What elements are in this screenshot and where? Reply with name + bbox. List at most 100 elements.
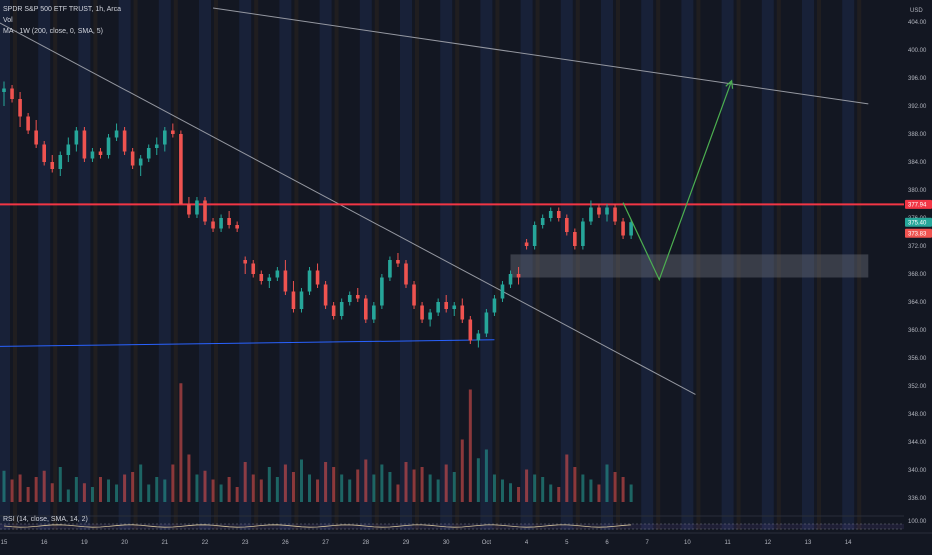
session-band bbox=[78, 0, 91, 530]
support-line bbox=[0, 339, 495, 347]
x-tick-label: 19 bbox=[81, 540, 88, 546]
volume-bar bbox=[436, 479, 440, 502]
volume-bar bbox=[509, 483, 513, 502]
candle-body bbox=[597, 207, 601, 215]
session-band bbox=[53, 0, 58, 530]
price-axis-bg bbox=[904, 0, 932, 550]
support-zone-box bbox=[510, 254, 869, 278]
volume-bar bbox=[372, 474, 376, 502]
candle-body bbox=[412, 284, 416, 306]
volume-bar bbox=[621, 477, 625, 502]
session-band bbox=[118, 0, 131, 530]
candle-body bbox=[476, 333, 481, 341]
x-tick-label: 29 bbox=[403, 540, 410, 546]
candle-body bbox=[130, 151, 135, 166]
volume-bar bbox=[74, 477, 78, 502]
volume-bar bbox=[235, 487, 239, 502]
candle-body bbox=[621, 221, 625, 236]
candle-body bbox=[154, 144, 159, 148]
rsi-legend: RSI (14, close, SMA, 14, 2) bbox=[3, 516, 88, 523]
candle-body bbox=[211, 221, 215, 229]
volume-bar bbox=[98, 477, 102, 502]
session-band bbox=[319, 0, 332, 530]
x-tick-label: 30 bbox=[443, 540, 450, 546]
y-tick-label: 400.00 bbox=[908, 48, 927, 54]
volume-bar bbox=[396, 484, 400, 502]
y-tick-label: 336.00 bbox=[908, 496, 927, 502]
volume-bar bbox=[131, 472, 135, 502]
candle-body bbox=[436, 302, 440, 313]
volume-bar bbox=[107, 479, 111, 502]
x-tick-label: 13 bbox=[805, 540, 812, 546]
candle-body bbox=[66, 144, 71, 155]
candle-body bbox=[90, 151, 95, 159]
candle-body bbox=[219, 218, 223, 229]
price-label: 373.83 bbox=[908, 231, 927, 237]
session-band bbox=[254, 0, 259, 530]
volume-bar bbox=[90, 487, 94, 502]
x-tick-label: 23 bbox=[242, 540, 249, 546]
candle-body bbox=[581, 221, 585, 246]
candle-body bbox=[283, 270, 288, 292]
volume-bar bbox=[557, 487, 561, 502]
candle-body bbox=[58, 155, 63, 169]
candle-body bbox=[565, 218, 569, 232]
session-band bbox=[13, 0, 17, 530]
volume-bar bbox=[58, 467, 62, 502]
volume-bar bbox=[476, 458, 480, 502]
volume-bar bbox=[492, 474, 496, 502]
x-tick-label: 16 bbox=[41, 540, 48, 546]
candle-body bbox=[468, 319, 473, 341]
x-tick-label: 12 bbox=[764, 540, 771, 546]
volume-bar bbox=[380, 464, 384, 502]
session-band bbox=[560, 0, 573, 530]
x-tick-label: 27 bbox=[322, 540, 329, 546]
candle-body bbox=[275, 270, 280, 278]
trendlines bbox=[0, 7, 904, 395]
volume-bar bbox=[267, 467, 271, 502]
y-tick-label: 396.00 bbox=[908, 76, 927, 82]
volume-bar bbox=[428, 474, 432, 502]
candle-body bbox=[42, 144, 46, 162]
candle-body bbox=[2, 88, 6, 92]
candle-body bbox=[10, 88, 14, 99]
volume-bar bbox=[18, 474, 22, 502]
volume-bar bbox=[179, 383, 183, 502]
candle-body bbox=[444, 302, 448, 309]
candle-body bbox=[82, 130, 87, 159]
candle-body bbox=[26, 116, 30, 131]
upper-trendline bbox=[212, 7, 869, 105]
x-tick-label: 28 bbox=[362, 540, 369, 546]
volume-bar bbox=[163, 479, 167, 502]
session-band bbox=[656, 0, 661, 530]
candle-body bbox=[404, 263, 408, 285]
volume-bar bbox=[195, 474, 199, 502]
price-label: 377.94 bbox=[908, 203, 927, 209]
y-tick-label: 380.00 bbox=[908, 188, 927, 194]
volume-bar bbox=[299, 459, 303, 502]
volume-bar bbox=[597, 484, 601, 502]
projection-path bbox=[622, 79, 734, 282]
candle-body bbox=[331, 305, 336, 316]
candle-body bbox=[203, 200, 207, 222]
volume-bar bbox=[444, 464, 448, 502]
volume-bar bbox=[356, 469, 360, 502]
candle-body bbox=[605, 207, 609, 215]
candle-body bbox=[428, 312, 432, 320]
y-tick-label: 372.00 bbox=[908, 244, 927, 250]
volume-legend: Vol bbox=[3, 17, 13, 24]
volume-bar bbox=[533, 474, 537, 502]
candle-body bbox=[508, 274, 513, 285]
candle-body bbox=[355, 295, 360, 299]
volume-bar bbox=[251, 474, 255, 502]
candle-body bbox=[460, 305, 465, 320]
volume-bar bbox=[332, 467, 336, 502]
candle-body bbox=[613, 207, 617, 222]
volume-bar bbox=[171, 464, 175, 502]
y-tick-label: 384.00 bbox=[908, 160, 927, 166]
volume-bar bbox=[211, 479, 215, 502]
session-band bbox=[294, 0, 299, 530]
volume-bar bbox=[605, 464, 609, 502]
